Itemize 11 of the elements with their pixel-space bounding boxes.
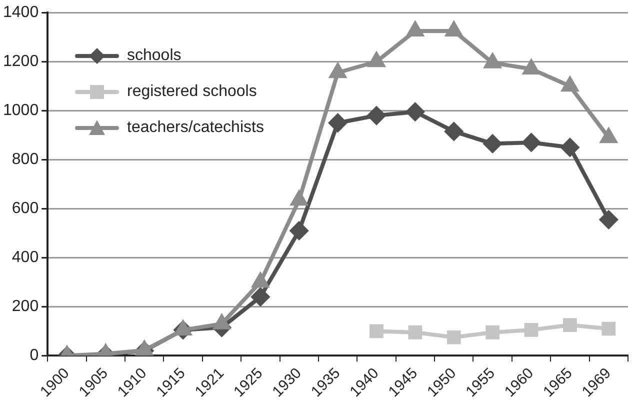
y-tick-label: 1000 bbox=[3, 102, 39, 120]
legend-label: registered schools bbox=[127, 83, 257, 101]
y-tick-label: 1400 bbox=[3, 4, 39, 22]
y-tick-label: 1200 bbox=[3, 53, 39, 70]
legend-label: schools bbox=[127, 47, 182, 65]
legend-label: teachers/catechists bbox=[127, 119, 264, 137]
y-tick-label: 600 bbox=[12, 200, 39, 218]
y-tick-label: 800 bbox=[12, 151, 39, 168]
y-tick-label: 200 bbox=[12, 298, 39, 316]
y-tick-label: 0 bbox=[30, 347, 39, 364]
y-tick-label: 400 bbox=[12, 249, 39, 266]
